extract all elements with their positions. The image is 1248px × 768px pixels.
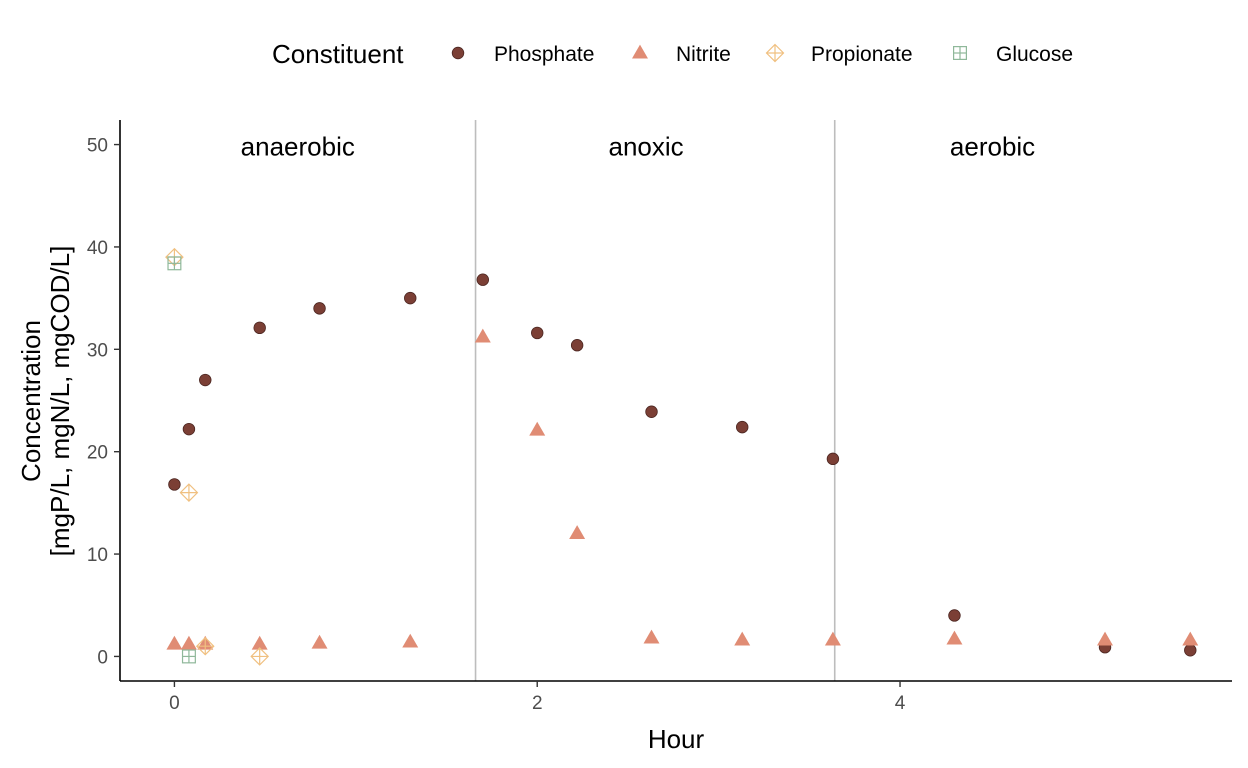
y-tick-label: 20 — [87, 443, 108, 464]
data-point-phosphate — [1184, 644, 1197, 657]
data-point-nitrite — [529, 421, 546, 436]
y-tick-label: 10 — [87, 545, 108, 566]
data-point-propionate — [179, 483, 199, 502]
data-point-phosphate — [570, 339, 584, 352]
x-tick-label: 4 — [895, 693, 906, 714]
x-axis-ticks: 0 2 4 — [169, 681, 906, 714]
series-nitrite — [166, 328, 1199, 650]
series-glucose — [167, 256, 196, 664]
data-point-phosphate — [531, 326, 544, 340]
legend-item-phosphate: Phosphate — [451, 43, 594, 66]
legend-key-phosphate — [451, 46, 465, 60]
data-point-nitrite — [311, 634, 328, 649]
legend-item-glucose: Glucose — [952, 43, 1073, 66]
x-tick-label: 2 — [532, 693, 543, 714]
data-point-nitrite — [251, 635, 268, 650]
legend-item-propionate: Propionate — [765, 43, 913, 66]
y-axis-ticks: 0 10 20 30 40 50 — [87, 136, 120, 668]
y-tick-label: 0 — [97, 647, 108, 668]
y-tick-label: 50 — [87, 136, 108, 157]
data-point-nitrite — [643, 629, 660, 644]
data-point-nitrite — [474, 328, 491, 343]
legend-items: Phosphate Nitrite Propionate Glucose — [451, 43, 1073, 66]
data-point-glucose — [167, 256, 182, 271]
data-point-nitrite — [166, 635, 183, 650]
data-point-glucose — [181, 649, 196, 664]
data-point-nitrite — [734, 631, 751, 646]
y-axis-title-line-2: [mgP/L, mgN/L, mgCOD/L] — [45, 246, 75, 557]
phase-boundaries — [474, 120, 836, 681]
data-point-phosphate — [168, 478, 181, 491]
data-point-phosphate — [476, 273, 490, 286]
data-points — [165, 247, 1199, 666]
y-tick-label: 40 — [87, 238, 108, 259]
data-point-propionate — [195, 636, 215, 656]
phase-labels: anaerobic anoxic aerobic — [241, 132, 1036, 162]
data-point-nitrite — [402, 633, 419, 648]
series-propionate — [165, 247, 270, 666]
phase-label-aerobic: aerobic — [950, 132, 1035, 162]
legend-label-nitrite: Nitrite — [676, 43, 731, 66]
data-point-phosphate — [404, 291, 417, 305]
legend-item-nitrite: Nitrite — [632, 43, 731, 66]
x-tick-label: 0 — [169, 693, 180, 714]
data-point-nitrite — [569, 525, 586, 540]
data-point-phosphate — [645, 405, 658, 418]
y-axis-title-line-1: Concentration — [16, 320, 46, 482]
x-axis-title: Hour — [648, 724, 705, 754]
data-point-phosphate — [736, 420, 749, 434]
data-point-nitrite — [824, 631, 841, 646]
phase-label-anaerobic: anaerobic — [241, 132, 355, 162]
y-tick-label: 30 — [87, 340, 108, 361]
data-point-nitrite — [946, 630, 963, 645]
data-point-phosphate — [199, 373, 212, 387]
legend-key-propionate — [765, 43, 785, 63]
legend-label-phosphate: Phosphate — [494, 43, 594, 66]
phase-label-anoxic: anoxic — [608, 132, 683, 162]
data-point-phosphate — [948, 609, 961, 622]
legend-label-propionate: Propionate — [811, 43, 913, 66]
legend: Constituent Phosphate Nitrite Propionate Gl… — [272, 39, 1073, 69]
legend-label-glucose: Glucose — [996, 43, 1073, 66]
legend-key-glucose — [952, 45, 967, 60]
data-point-nitrite — [180, 635, 197, 650]
data-point-phosphate — [313, 302, 326, 315]
data-point-propionate — [250, 647, 270, 666]
data-point-nitrite — [1097, 631, 1113, 646]
data-point-phosphate — [826, 452, 840, 466]
data-point-phosphate — [253, 321, 266, 335]
legend-title: Constituent — [272, 39, 404, 69]
data-point-phosphate — [182, 422, 196, 436]
data-point-nitrite — [1182, 631, 1199, 646]
series-phosphate — [168, 273, 1197, 657]
legend-key-nitrite — [632, 44, 648, 59]
